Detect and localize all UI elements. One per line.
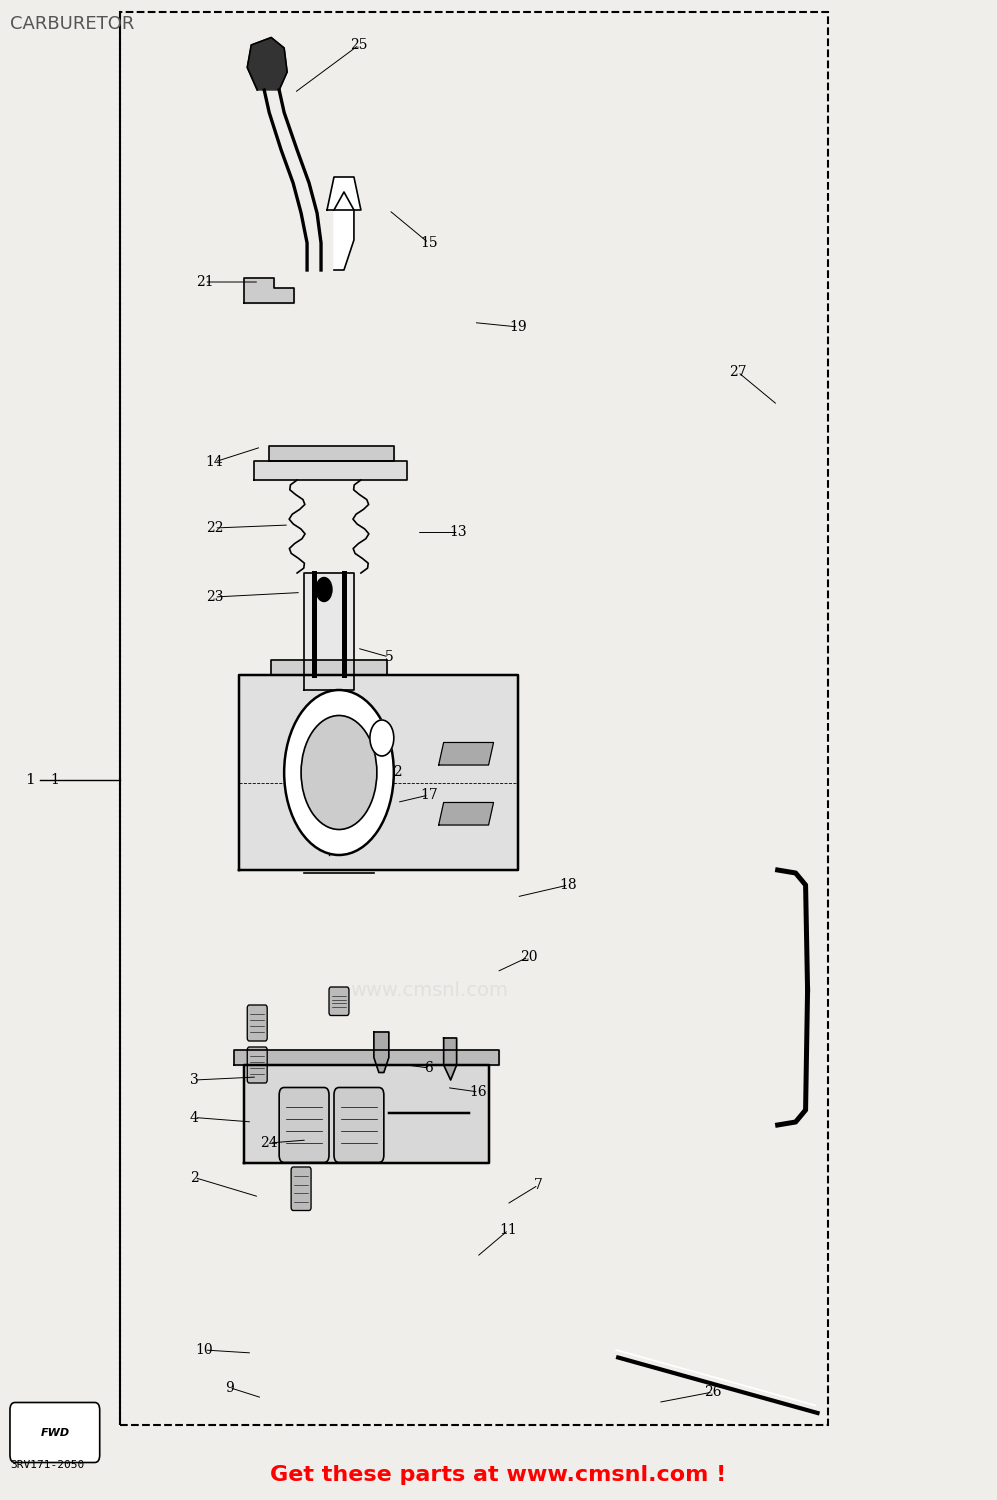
Text: 22: 22 xyxy=(205,520,223,536)
FancyBboxPatch shape xyxy=(334,1088,384,1162)
Text: 3RV171-2050: 3RV171-2050 xyxy=(10,1460,84,1470)
Polygon shape xyxy=(269,446,394,460)
Text: 11: 11 xyxy=(499,1222,517,1238)
Text: 16: 16 xyxy=(470,1084,488,1100)
Text: 21: 21 xyxy=(195,274,213,290)
Text: 25: 25 xyxy=(350,38,368,52)
Text: 17: 17 xyxy=(420,788,438,802)
Text: 15: 15 xyxy=(420,236,438,250)
Polygon shape xyxy=(374,1032,389,1072)
FancyBboxPatch shape xyxy=(329,987,349,1016)
Polygon shape xyxy=(439,802,494,825)
Text: 9: 9 xyxy=(225,1380,233,1395)
Text: 1: 1 xyxy=(51,772,59,788)
Text: www.cmsnl.com: www.cmsnl.com xyxy=(350,981,507,999)
Text: CARBURETOR: CARBURETOR xyxy=(10,15,135,33)
Text: 20: 20 xyxy=(519,950,537,964)
Text: 6: 6 xyxy=(425,1060,433,1076)
Polygon shape xyxy=(254,460,407,480)
Circle shape xyxy=(301,716,377,830)
Polygon shape xyxy=(239,675,518,870)
Circle shape xyxy=(316,578,332,602)
FancyBboxPatch shape xyxy=(247,1005,267,1041)
FancyBboxPatch shape xyxy=(10,1402,100,1462)
Polygon shape xyxy=(439,742,494,765)
Polygon shape xyxy=(247,38,287,90)
Text: 18: 18 xyxy=(559,878,577,892)
Text: 5: 5 xyxy=(385,650,393,664)
Text: 12: 12 xyxy=(385,765,403,780)
Text: 13: 13 xyxy=(450,525,468,540)
Text: Get these parts at www.cmsnl.com !: Get these parts at www.cmsnl.com ! xyxy=(270,1466,727,1485)
Polygon shape xyxy=(334,192,354,270)
Text: 27: 27 xyxy=(729,364,747,380)
Polygon shape xyxy=(327,177,361,210)
Polygon shape xyxy=(304,573,354,690)
Text: 7: 7 xyxy=(534,1178,542,1192)
Text: 4: 4 xyxy=(190,1110,198,1125)
Circle shape xyxy=(370,720,394,756)
FancyBboxPatch shape xyxy=(279,1088,329,1162)
Text: 3: 3 xyxy=(190,1072,198,1088)
Text: 24: 24 xyxy=(260,1136,278,1150)
Text: 14: 14 xyxy=(205,454,223,470)
Text: 1: 1 xyxy=(25,772,35,788)
Polygon shape xyxy=(234,1050,498,1065)
Polygon shape xyxy=(244,278,294,303)
Polygon shape xyxy=(271,660,387,675)
Text: 2: 2 xyxy=(190,1170,198,1185)
Text: FWD: FWD xyxy=(40,1428,70,1437)
Circle shape xyxy=(284,690,394,855)
Text: 19: 19 xyxy=(509,320,527,334)
Text: 26: 26 xyxy=(704,1384,722,1400)
Bar xyxy=(120,12,828,1425)
FancyBboxPatch shape xyxy=(291,1167,311,1210)
Polygon shape xyxy=(244,1065,489,1162)
Text: 23: 23 xyxy=(205,590,223,604)
FancyBboxPatch shape xyxy=(247,1047,267,1083)
Polygon shape xyxy=(444,1038,457,1080)
Text: 10: 10 xyxy=(195,1342,213,1358)
